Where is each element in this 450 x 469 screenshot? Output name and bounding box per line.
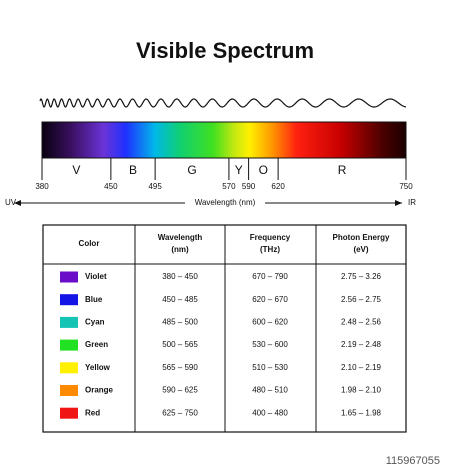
header: Frequency xyxy=(250,233,291,242)
color-name: Violet xyxy=(85,272,107,281)
tick-label: 495 xyxy=(148,182,162,191)
cell: 600 – 620 xyxy=(252,318,288,327)
swatch xyxy=(60,294,78,306)
tick-label: 620 xyxy=(271,182,285,191)
tick-label: 750 xyxy=(399,182,413,191)
band-label: Y xyxy=(235,163,243,177)
color-name: Cyan xyxy=(85,318,105,327)
cell: 565 – 590 xyxy=(162,363,198,372)
band-label: G xyxy=(187,163,196,177)
cell: 400 – 480 xyxy=(252,408,288,417)
cell: 485 – 500 xyxy=(162,318,198,327)
cell: 530 – 600 xyxy=(252,340,288,349)
cell: 2.75 – 3.26 xyxy=(341,272,382,281)
cell: 500 – 565 xyxy=(162,340,198,349)
tick-label: 450 xyxy=(104,182,118,191)
color-name: Orange xyxy=(85,386,114,395)
header-unit: (eV) xyxy=(353,245,368,254)
color-name: Yellow xyxy=(85,363,111,372)
header: Color xyxy=(79,239,100,248)
ir-label: IR xyxy=(408,198,416,207)
cell: 450 – 485 xyxy=(162,295,198,304)
cell: 2.19 – 2.48 xyxy=(341,340,382,349)
swatch xyxy=(60,385,78,396)
cell: 670 – 790 xyxy=(252,272,288,281)
cell: 380 – 450 xyxy=(162,272,198,281)
swatch xyxy=(60,339,78,351)
tick-label: 570 xyxy=(222,182,236,191)
color-name: Blue xyxy=(85,295,103,304)
tick-label: 380 xyxy=(35,182,49,191)
label-bg xyxy=(185,196,265,210)
title: Visible Spectrum xyxy=(136,38,314,63)
swatch xyxy=(60,316,78,328)
cell: 1.98 – 2.10 xyxy=(341,386,382,395)
cell: 590 – 625 xyxy=(162,386,198,395)
color-name: Green xyxy=(85,340,108,349)
tick-label: 590 xyxy=(242,182,256,191)
color-name: Red xyxy=(85,408,100,417)
band-label: O xyxy=(259,163,268,177)
axis-label: Wavelength (nm) xyxy=(195,198,256,207)
swatch xyxy=(60,407,78,419)
cell: 2.48 – 2.56 xyxy=(341,318,382,327)
header-unit: (THz) xyxy=(260,245,280,254)
header-unit: (nm) xyxy=(171,245,189,254)
swatch xyxy=(60,271,78,283)
cell: 625 – 750 xyxy=(162,408,198,417)
watermark-id: 115967055 xyxy=(386,455,440,467)
band-label: R xyxy=(338,163,347,177)
header: Wavelength xyxy=(158,233,203,242)
cell: 620 – 670 xyxy=(252,295,288,304)
uv-label: UV xyxy=(5,198,17,207)
cell: 480 – 510 xyxy=(252,386,288,395)
swatch xyxy=(60,362,78,374)
cell: 2.10 – 2.19 xyxy=(341,363,382,372)
header: Photon Energy xyxy=(333,233,390,242)
band-label: B xyxy=(129,163,137,177)
wave xyxy=(39,98,407,108)
band-label: V xyxy=(72,163,80,177)
cell: 2.56 – 2.75 xyxy=(341,295,382,304)
cell: 510 – 530 xyxy=(252,363,288,372)
cell: 1.65 – 1.98 xyxy=(341,408,382,417)
spectrum-bar xyxy=(41,121,407,159)
